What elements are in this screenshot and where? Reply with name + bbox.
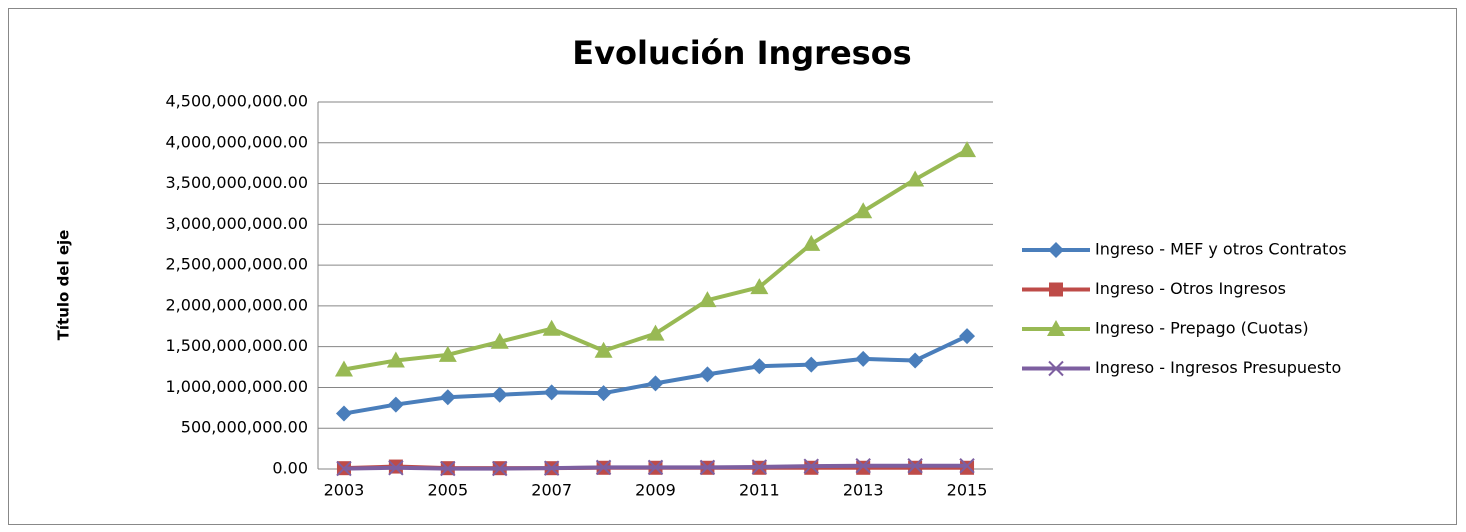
marker xyxy=(438,345,457,362)
marker xyxy=(647,375,664,392)
marker xyxy=(543,460,560,476)
marker xyxy=(958,141,977,158)
y-tick-label: 2,000,000,000.00 xyxy=(166,295,309,314)
y-tick-label: 1,000,000,000.00 xyxy=(166,377,309,396)
marker xyxy=(543,384,560,401)
marker xyxy=(699,366,716,383)
y-axis-title: Título del eje xyxy=(55,230,73,341)
marker xyxy=(491,386,508,403)
marker xyxy=(959,458,975,474)
y-tick-label: 4,500,000,000.00 xyxy=(166,92,309,111)
marker xyxy=(802,234,821,251)
marker xyxy=(388,460,404,476)
marker xyxy=(542,319,561,336)
chart-title: Evolución Ingresos xyxy=(572,34,911,72)
marker xyxy=(334,360,353,377)
legend-label: Ingreso - Otros Ingresos xyxy=(1095,279,1286,298)
marker xyxy=(595,459,612,476)
marker xyxy=(855,350,872,367)
marker xyxy=(1047,320,1065,336)
marker xyxy=(960,460,975,475)
marker xyxy=(386,351,405,368)
y-tick-label: 2,500,000,000.00 xyxy=(166,255,309,274)
marker xyxy=(1048,242,1064,258)
marker xyxy=(1049,282,1063,297)
x-tick-label: 2015 xyxy=(947,481,988,500)
marker xyxy=(594,341,613,358)
y-tick-label: 0.00 xyxy=(272,459,308,478)
marker xyxy=(439,389,456,406)
marker xyxy=(907,458,923,474)
marker xyxy=(595,385,612,402)
marker xyxy=(906,170,925,187)
chart-frame xyxy=(8,8,1457,525)
legend-label: Ingreso - Ingresos Presupuesto xyxy=(1095,358,1341,377)
legend-label: Ingreso - MEF y otros Contratos xyxy=(1095,240,1347,259)
marker xyxy=(803,356,820,373)
x-tick-label: 2009 xyxy=(635,481,676,500)
marker xyxy=(750,278,769,295)
y-tick-label: 1,500,000,000.00 xyxy=(166,336,309,355)
y-tick-label: 3,000,000,000.00 xyxy=(166,214,309,233)
x-tick-label: 2007 xyxy=(531,481,572,500)
marker xyxy=(751,459,768,475)
marker xyxy=(647,459,664,476)
marker xyxy=(440,460,456,477)
marker xyxy=(751,358,768,375)
marker xyxy=(490,332,509,349)
marker xyxy=(803,458,819,474)
x-tick-label: 2003 xyxy=(324,481,365,500)
marker xyxy=(335,405,352,422)
y-tick-label: 3,500,000,000.00 xyxy=(166,173,309,192)
x-tick-label: 2005 xyxy=(427,481,468,500)
marker xyxy=(1048,360,1064,377)
marker xyxy=(698,291,717,308)
marker xyxy=(907,352,924,369)
y-tick-label: 4,000,000,000.00 xyxy=(166,132,309,151)
marker xyxy=(336,460,352,477)
marker xyxy=(856,460,871,475)
legend-label: Ingreso - Prepago (Cuotas) xyxy=(1095,319,1309,338)
marker xyxy=(959,328,976,345)
marker xyxy=(387,396,404,413)
x-tick-label: 2011 xyxy=(739,481,780,500)
marker xyxy=(855,458,871,474)
marker xyxy=(908,460,923,475)
marker xyxy=(699,459,716,476)
x-tick-label: 2013 xyxy=(843,481,884,500)
y-tick-label: 500,000,000.00 xyxy=(181,418,308,437)
marker xyxy=(492,460,508,477)
marker xyxy=(646,324,665,341)
marker xyxy=(854,202,873,219)
